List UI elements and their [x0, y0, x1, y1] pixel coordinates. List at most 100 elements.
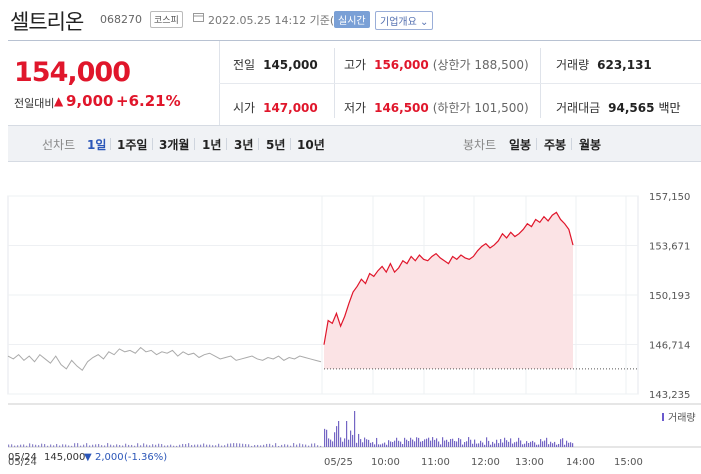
stat-low: 저가 146,500 (하한가 101,500) [344, 99, 529, 116]
volume-bar [257, 444, 259, 447]
volume-bar [446, 439, 448, 447]
volume-bar [520, 440, 522, 447]
volume-bar [536, 444, 538, 447]
volume-bar [83, 444, 85, 447]
x-tick-label: 15:00 [614, 457, 643, 468]
chart-period-tabs: 선차트 1일 1주일 3개월 1년 3년 5년 10년 봉차트 일봉 주봉 월봉 [8, 125, 701, 162]
tab-daily-candle[interactable]: 일봉 [509, 138, 532, 152]
volume-bar [242, 443, 244, 447]
volume-bar [524, 443, 526, 447]
volume-bar [35, 444, 37, 447]
volume-bar [209, 444, 211, 447]
volume-bar [62, 444, 64, 447]
volume-bar [482, 442, 484, 447]
volume-bar [522, 444, 524, 447]
volume-bar [550, 441, 552, 447]
x-tick-label: 14:00 [566, 457, 595, 468]
stat-label: 저가 [344, 101, 367, 115]
stat-label: 고가 [344, 58, 367, 72]
volume-bar [496, 439, 498, 447]
volume-bar [65, 444, 67, 447]
volume-bar [434, 439, 436, 447]
volume-bar [176, 445, 178, 447]
volume-bar [500, 439, 502, 447]
price-summary: 154,000 전일대비 ▲ 9,000 +6.21% [8, 41, 219, 125]
volume-bar [302, 444, 304, 447]
volume-bar [556, 444, 558, 447]
volume-bar [146, 444, 148, 447]
volume-bar [504, 437, 506, 447]
volume-bar [56, 443, 58, 447]
tab-1d[interactable]: 1일 [87, 138, 107, 152]
volume-bar [458, 437, 460, 447]
volume-bar [410, 437, 412, 447]
volume-bar [218, 443, 220, 447]
down-arrow-icon: ▼ [84, 452, 92, 463]
volume-bar [480, 440, 482, 447]
volume-bar [474, 439, 476, 447]
volume-bar [317, 445, 319, 447]
volume-bar [416, 437, 418, 447]
volume-bar [350, 430, 352, 447]
volume-bar [59, 445, 61, 447]
prev-day-price-line [7, 346, 322, 372]
volume-bar [334, 432, 336, 447]
company-overview-dropdown[interactable]: 기업개요 ⌄ [375, 11, 434, 30]
tab-weekly-candle[interactable]: 주봉 [544, 138, 567, 152]
tab-1y[interactable]: 1년 [202, 138, 222, 152]
upper-limit: (상한가 188,500) [432, 58, 529, 72]
volume-bar [131, 444, 133, 447]
volume-bar [572, 443, 574, 447]
tab-5y[interactable]: 5년 [266, 138, 286, 152]
x-tick-label: 12:00 [471, 457, 500, 468]
volume-bar [456, 441, 458, 447]
volume-bar [422, 441, 424, 447]
volume-bar [370, 442, 372, 447]
volume-bar [197, 444, 199, 447]
volume-bar [332, 441, 334, 447]
volume-bar [20, 444, 22, 447]
volume-bar [248, 444, 250, 447]
volume-bar [558, 443, 560, 447]
volume-bar [296, 444, 298, 447]
stat-open: 시가 147,000 [233, 99, 318, 116]
volume-bar [29, 443, 31, 447]
tab-divider [194, 138, 195, 150]
volume-bar [426, 438, 428, 447]
realtime-button[interactable]: 실시간 [334, 11, 370, 28]
volume-bar [554, 441, 556, 447]
volume-bar [275, 443, 277, 447]
volume-bar [526, 441, 528, 447]
candle-chart-label: 봉차트 [463, 138, 497, 152]
volume-bar [386, 444, 388, 447]
tab-3m[interactable]: 3개월 [159, 138, 190, 152]
volume-bar [454, 440, 456, 447]
x-tick-label: 05/25 [324, 457, 353, 468]
volume-bar [362, 442, 364, 447]
volume-bar [173, 445, 175, 447]
volume-bar [392, 441, 394, 447]
stat-high: 고가 156,000 (상한가 188,500) [344, 56, 529, 73]
volume-bar [464, 442, 466, 447]
price-change: 9,000 [66, 92, 114, 110]
volume-bar [512, 443, 514, 447]
prev-day-change-pct: (-1.36%) [124, 452, 168, 463]
tab-divider [226, 138, 227, 150]
volume-bar [396, 437, 398, 447]
volume-bar [544, 440, 546, 447]
volume-bar [215, 445, 217, 447]
volume-bar [510, 438, 512, 447]
volume-bar [200, 444, 202, 447]
volume-bar [376, 437, 378, 447]
volume-bar [358, 433, 360, 447]
volume-bar [239, 443, 241, 447]
volume-bar [47, 445, 49, 447]
x-tick-label: 11:00 [421, 457, 450, 468]
volume-bar [532, 440, 534, 447]
tab-3y[interactable]: 3년 [234, 138, 254, 152]
tab-monthly-candle[interactable]: 월봉 [579, 138, 602, 152]
tab-1w[interactable]: 1주일 [117, 138, 148, 152]
volume-bar [170, 444, 172, 447]
tab-10y[interactable]: 10년 [297, 138, 325, 152]
